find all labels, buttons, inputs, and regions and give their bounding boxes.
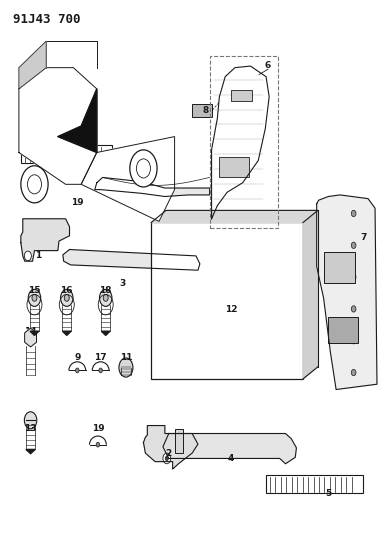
Text: 18: 18 bbox=[100, 286, 112, 295]
Circle shape bbox=[119, 183, 125, 191]
Polygon shape bbox=[62, 331, 71, 335]
Circle shape bbox=[163, 453, 171, 464]
Circle shape bbox=[351, 242, 356, 248]
Circle shape bbox=[27, 175, 42, 194]
Text: 7: 7 bbox=[360, 233, 367, 242]
Text: 3: 3 bbox=[119, 279, 125, 288]
Polygon shape bbox=[212, 66, 269, 219]
Polygon shape bbox=[46, 41, 97, 68]
Text: 19: 19 bbox=[92, 424, 104, 433]
Polygon shape bbox=[81, 89, 174, 221]
Circle shape bbox=[24, 412, 37, 429]
Polygon shape bbox=[58, 89, 97, 152]
Circle shape bbox=[136, 159, 151, 178]
Circle shape bbox=[76, 368, 79, 373]
Text: 8: 8 bbox=[203, 106, 209, 115]
Text: 4: 4 bbox=[228, 454, 234, 463]
Circle shape bbox=[165, 456, 169, 461]
Circle shape bbox=[100, 289, 112, 306]
Bar bbox=[266, 475, 363, 494]
Text: 2: 2 bbox=[166, 449, 172, 458]
Polygon shape bbox=[102, 331, 110, 335]
Circle shape bbox=[103, 295, 108, 301]
Circle shape bbox=[21, 166, 48, 203]
Text: 15: 15 bbox=[28, 286, 41, 295]
Polygon shape bbox=[95, 177, 210, 197]
Bar bbox=[220, 157, 249, 177]
Circle shape bbox=[64, 295, 69, 301]
Polygon shape bbox=[30, 331, 39, 335]
Text: 13: 13 bbox=[24, 424, 37, 433]
Text: 11: 11 bbox=[120, 353, 132, 362]
Bar bbox=[21, 145, 113, 163]
Polygon shape bbox=[151, 211, 318, 222]
Polygon shape bbox=[19, 41, 46, 89]
Bar bbox=[328, 317, 358, 343]
Polygon shape bbox=[21, 219, 69, 261]
Circle shape bbox=[24, 251, 31, 261]
Circle shape bbox=[28, 289, 41, 306]
Bar bbox=[231, 91, 252, 101]
Text: 19: 19 bbox=[71, 198, 83, 207]
Polygon shape bbox=[163, 433, 296, 464]
Polygon shape bbox=[63, 249, 200, 270]
Circle shape bbox=[351, 274, 356, 280]
Text: 5: 5 bbox=[88, 164, 94, 173]
Bar bbox=[324, 252, 355, 284]
Bar bbox=[210, 56, 278, 228]
Polygon shape bbox=[25, 328, 36, 347]
Polygon shape bbox=[317, 195, 377, 390]
Text: 14: 14 bbox=[24, 327, 37, 336]
Text: 12: 12 bbox=[225, 305, 237, 314]
Text: 20: 20 bbox=[150, 199, 163, 208]
Circle shape bbox=[96, 442, 100, 447]
Text: 9: 9 bbox=[74, 353, 80, 362]
Circle shape bbox=[99, 368, 102, 373]
Bar bbox=[174, 429, 183, 453]
Bar bbox=[192, 104, 212, 117]
Bar bbox=[145, 176, 171, 193]
Circle shape bbox=[351, 337, 356, 344]
Polygon shape bbox=[26, 449, 35, 454]
Circle shape bbox=[119, 358, 133, 377]
Circle shape bbox=[351, 211, 356, 216]
Text: 10: 10 bbox=[149, 189, 162, 198]
Text: 91J43 700: 91J43 700 bbox=[13, 13, 81, 26]
Circle shape bbox=[32, 295, 37, 301]
Circle shape bbox=[60, 289, 73, 306]
Polygon shape bbox=[303, 211, 318, 379]
Text: 6: 6 bbox=[265, 61, 271, 69]
Text: 16: 16 bbox=[60, 286, 73, 295]
Circle shape bbox=[351, 306, 356, 312]
Text: 1: 1 bbox=[35, 252, 42, 261]
Text: 5: 5 bbox=[325, 489, 332, 498]
Text: 17: 17 bbox=[94, 353, 107, 362]
Polygon shape bbox=[143, 425, 198, 469]
Circle shape bbox=[351, 369, 356, 376]
Polygon shape bbox=[19, 68, 97, 184]
Circle shape bbox=[130, 150, 157, 187]
Bar bbox=[151, 222, 303, 379]
